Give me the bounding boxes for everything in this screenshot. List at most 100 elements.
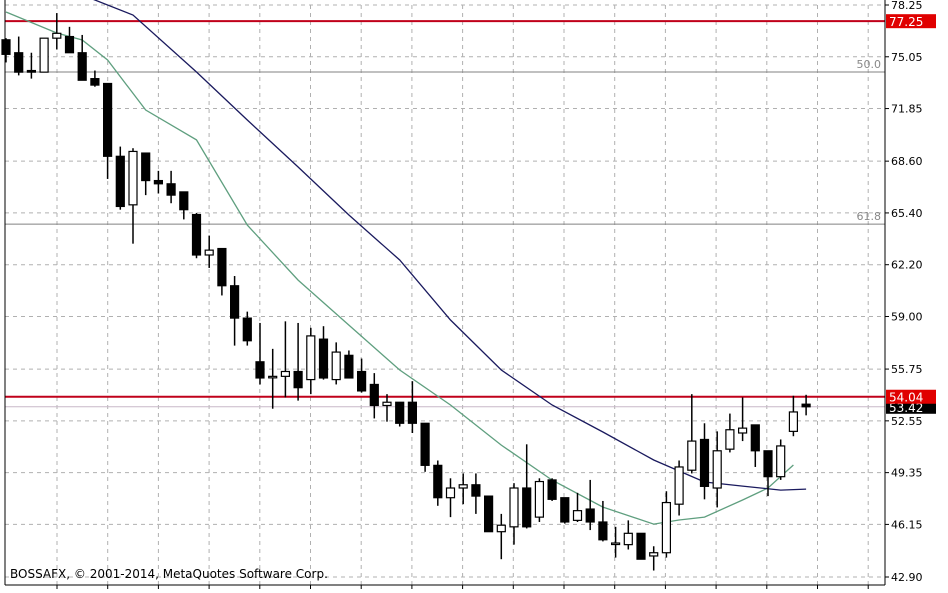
candle [801, 394, 811, 416]
candle-body [268, 375, 278, 379]
candle [788, 395, 799, 437]
candle [420, 422, 430, 472]
candle [331, 342, 341, 385]
candle-body [369, 383, 379, 407]
candle-body [382, 401, 392, 407]
candle-body [509, 487, 519, 528]
candle [77, 34, 87, 81]
candle-body [14, 52, 24, 73]
candle [445, 478, 456, 518]
candle-body [522, 487, 532, 528]
candle [699, 423, 710, 500]
candle [382, 394, 392, 422]
candle-body [217, 247, 227, 287]
candle [610, 526, 621, 558]
grid [5, 4, 885, 585]
candle-body [39, 37, 49, 73]
level-price-label-box [886, 389, 936, 404]
candle [204, 235, 214, 268]
candle-body [699, 438, 710, 487]
candle [471, 473, 481, 514]
price-axis: 78.25 75.05 71.85 68.60 65.40 62.20 59.00 55.75… [4, 0, 936, 589]
candle-body [306, 335, 316, 381]
candle [395, 401, 405, 427]
candle [687, 394, 697, 474]
candle [102, 82, 113, 179]
candle [674, 460, 684, 516]
candle-body [534, 480, 545, 518]
candle [649, 546, 659, 571]
candle-body [623, 532, 633, 546]
y-tick-label: 65.40 [891, 207, 923, 220]
candle [357, 358, 367, 393]
candle-body [712, 450, 722, 489]
candle [661, 491, 672, 558]
candle [534, 478, 545, 522]
candle-body [560, 497, 570, 523]
y-tick-label: 55.75 [891, 363, 923, 376]
candle [496, 513, 506, 560]
candle-body [26, 69, 36, 73]
candle [306, 327, 316, 395]
candle [52, 13, 62, 50]
candle-body [496, 524, 506, 533]
candle [39, 37, 49, 73]
candle [26, 52, 36, 79]
candle-body [77, 52, 87, 81]
candle [725, 413, 735, 453]
candle-body [636, 532, 646, 560]
candle-body [52, 32, 62, 39]
y-tick-label: 68.60 [891, 155, 923, 168]
candle-body [801, 403, 811, 408]
candle [1, 38, 11, 63]
y-tick-label: 52.55 [891, 415, 923, 428]
candle [585, 479, 595, 531]
moving-averages [5, 0, 807, 525]
candle [217, 247, 227, 296]
candle [166, 170, 176, 204]
candle-body [674, 466, 684, 505]
candle-body [318, 338, 329, 379]
watermark: BOSSAFX, © 2001-2014, MetaQuotes Softwar… [10, 567, 328, 581]
candle-body [471, 484, 481, 497]
candle [153, 170, 163, 194]
candle-body [547, 479, 557, 500]
candle-body [280, 370, 290, 377]
candle [598, 500, 608, 542]
candle [14, 36, 24, 76]
candle-body [420, 422, 430, 466]
candle-body [458, 484, 468, 489]
y-tick-label: 59.00 [891, 310, 923, 323]
candle [522, 444, 532, 529]
candle-body [725, 429, 735, 450]
candle-body [141, 152, 151, 182]
candle-body [610, 542, 621, 546]
candle [572, 492, 583, 522]
candle-body [128, 150, 138, 206]
candle-body [407, 401, 417, 424]
candle [560, 497, 570, 524]
candle-body [230, 285, 240, 319]
candle [179, 191, 189, 220]
candle-body [395, 401, 405, 424]
candle-body [331, 351, 341, 381]
candle-body [737, 427, 748, 434]
y-tick-label: 71.85 [891, 103, 923, 116]
candle-body [776, 445, 786, 478]
candle-body [433, 464, 443, 499]
candle-body [661, 501, 672, 554]
candle-body [102, 82, 113, 157]
horizontal-levels: 50.0 61.8 [5, 20, 885, 408]
candle-body [750, 424, 760, 452]
candle-body [293, 370, 303, 389]
candle [115, 146, 125, 210]
candle-body [763, 450, 773, 478]
y-tick-label: 46.15 [891, 518, 923, 531]
candle-body [572, 510, 583, 521]
candle-body [357, 370, 367, 392]
y-tick-label: 78.25 [891, 0, 923, 12]
candle [280, 321, 290, 398]
candle-body [445, 487, 456, 499]
level-price-label: 77.25 [889, 15, 923, 29]
